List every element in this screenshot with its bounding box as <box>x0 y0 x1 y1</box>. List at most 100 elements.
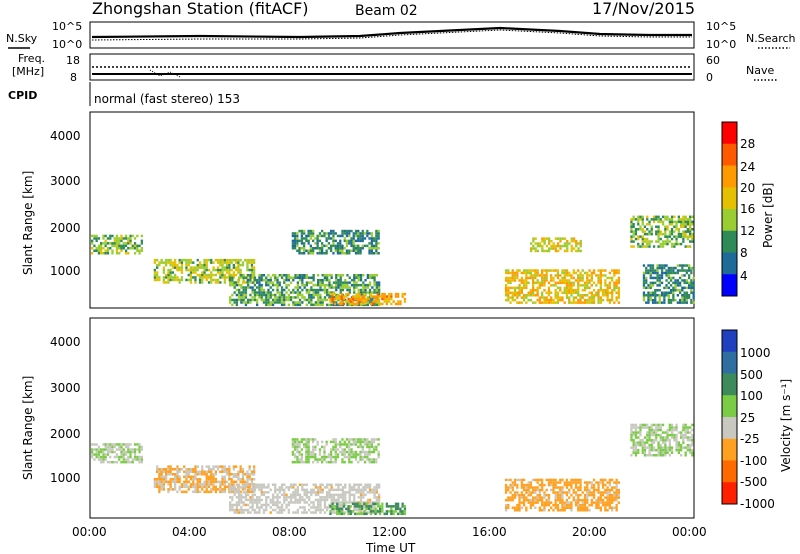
power-echo-region-2-cell-325 <box>317 281 320 284</box>
velocity-echo-region-2-cell-352 <box>332 511 336 514</box>
power-echo-region-6-cell-42 <box>554 237 558 240</box>
velocity-echo-region-1-cell-174 <box>205 478 208 481</box>
velocity-echo-region-6-cell-137 <box>661 441 665 444</box>
velocity-echo-region-3-cell-58 <box>307 445 310 449</box>
power-echo-region-5-cell-69 <box>520 286 523 290</box>
velocity-echo-region-6-cell-188 <box>675 436 678 439</box>
velocity-echo-region-3-cell-203 <box>361 445 364 449</box>
velocity-echo-region-4-cell-66 <box>376 502 379 506</box>
power-echo-region-3-cell-84 <box>321 249 324 252</box>
power-echo-region-7-cell-106 <box>661 245 665 248</box>
power-echo-region-4-cell-108 <box>403 297 407 301</box>
velocity-echo-region-6-cell-168 <box>668 423 671 427</box>
velocity-echo-region-3-cell-82 <box>316 443 319 446</box>
velocity-echo-region-1-cell-306 <box>246 485 249 489</box>
power-echo-region-1-cell-93 <box>187 258 190 262</box>
velocity-echo-region-5-cell-342 <box>595 481 598 484</box>
velocity-echo-region-6-cell-219 <box>684 431 687 434</box>
power-echo-region-5-cell-151 <box>541 279 544 282</box>
velocity-echo-region-5-cell-402 <box>611 506 614 509</box>
velocity-echo-region-3-cell-117 <box>332 440 335 444</box>
velocity-echo-region-5-cell-313 <box>586 483 589 487</box>
velocity-echo-region-5-cell-279 <box>579 506 582 509</box>
power-echo-region-8-cell-94 <box>660 271 664 275</box>
cpid-panel: CPID normal (fast stereo) 153 <box>8 82 240 106</box>
velocity-echo-region-6-cell-62 <box>643 423 647 427</box>
power-echo-region-7-cell-68 <box>648 232 651 236</box>
power-echo-region-6-cell-47 <box>559 247 562 250</box>
velocity-echo-region-6-cell-35 <box>637 436 640 439</box>
power-echo-region-7-cell-140 <box>670 232 674 236</box>
power-echo-region-8-cell-234 <box>692 284 695 287</box>
power-echo-region-2-cell-248 <box>296 286 299 289</box>
power-echo-region-7-cell-102 <box>659 232 662 236</box>
velocity-echo-region-6-cell-74 <box>648 448 651 452</box>
velocity-echo-region-2-cell-14 <box>231 488 234 492</box>
power-echo-region-4-cell-103 <box>399 302 402 306</box>
power-ytick-4000: 4000 <box>50 129 81 143</box>
power-echo-region-6-cell-15 <box>539 242 542 245</box>
velocity-echo-region-2-cell-269 <box>308 498 311 502</box>
velocity-echo-region-3-cell-245 <box>375 448 378 451</box>
power-echo-region-4-cell-58 <box>365 297 368 301</box>
power-echo-region-2-cell-187 <box>280 303 284 307</box>
velocity-echo-region-2-cell-249 <box>301 486 304 489</box>
power-echo-region-3-cell-81 <box>318 234 322 238</box>
power-echo-region-3-cell-49 <box>307 234 310 238</box>
power-echo-region-7-cell-198 <box>686 235 689 238</box>
power-echo-region-7-cell-143 <box>670 223 674 226</box>
power-echo-region-2-cell-100 <box>258 286 261 289</box>
power-echo-region-3-cell-196 <box>359 252 362 255</box>
velocity-echo-region-2-cell-336 <box>328 496 331 499</box>
power-echo-region-5-cell-214 <box>556 276 560 280</box>
power-echo-region-7-cell-219 <box>691 228 694 231</box>
power-echo-region-8-cell-195 <box>683 269 686 272</box>
power-echo-region-2-cell-159 <box>271 281 275 284</box>
power-echo-region-0-cell-40 <box>109 247 112 250</box>
power-echo-region-3-cell-184 <box>354 234 358 238</box>
velocity-echo-region-5-cell-346 <box>597 498 600 502</box>
power-echo-region-5-cell-329 <box>586 298 589 302</box>
velocity-echo-region-5-cell-334 <box>592 486 596 489</box>
power-echo-region-2-cell-126 <box>265 296 268 299</box>
velocity-echo-region-1-cell-138 <box>194 468 197 471</box>
power-echo-region-8-cell-4 <box>642 286 646 290</box>
power-echo-region-1-cell-144 <box>205 268 208 272</box>
velocity-echo-region-0-cell-28 <box>102 453 105 456</box>
velocity-echo-region-6-cell-84 <box>650 448 653 452</box>
power-echo-region-2-cell-6 <box>229 276 232 279</box>
power-echo-region-7-cell-7 <box>630 223 633 226</box>
velocity-echo-region-5-cell-261 <box>574 493 578 497</box>
power-echo-region-3-cell-152 <box>345 244 349 248</box>
power-echo-region-5-cell-328 <box>586 301 589 304</box>
power-echo-region-2-cell-25 <box>235 288 238 292</box>
power-echo-region-2-cell-39 <box>240 291 243 294</box>
power-echo-region-2-cell-534 <box>371 286 374 289</box>
power-echo-region-2-cell-547 <box>375 303 378 307</box>
power-echo-region-7-cell-136 <box>668 218 671 221</box>
power-echo-region-2-cell-269 <box>301 276 304 279</box>
power-echo-region-5-cell-170 <box>545 279 548 282</box>
power-echo-region-1-cell-250 <box>239 258 242 262</box>
power-echo-region-1-cell-56 <box>174 276 177 279</box>
power-echo-region-5-cell-347 <box>590 301 593 304</box>
power-echo-region-5-cell-97 <box>527 281 530 285</box>
power-echo-region-2-cell-236 <box>294 301 297 304</box>
velocity-echo-region-3-cell-207 <box>363 455 367 459</box>
power-echo-region-1-cell-52 <box>171 266 175 269</box>
velocity-echo-region-2-cell-271 <box>308 491 311 494</box>
velocity-echo-region-3-cell-75 <box>314 455 317 459</box>
power-echo-region-3-cell-48 <box>307 239 310 243</box>
power-echo-region-5-cell-77 <box>522 286 526 290</box>
velocity-echo-region-5-cell-426 <box>615 483 618 487</box>
power-echo-region-7-cell-173 <box>680 225 683 228</box>
velocity-echo-region-1-cell-200 <box>212 480 215 484</box>
power-echo-region-2-cell-45 <box>242 296 245 299</box>
power-echo-region-2-cell-193 <box>280 288 284 292</box>
velocity-echo-region-5-cell-190 <box>556 503 560 507</box>
velocity-echo-region-6-cell-78 <box>648 436 651 439</box>
power-echo-region-2-cell-75 <box>251 296 254 299</box>
velocity-echo-region-2-cell-135 <box>265 498 268 502</box>
velocity-echo-region-6-cell-77 <box>648 438 651 442</box>
power-echo-region-5-cell-413 <box>606 276 609 280</box>
